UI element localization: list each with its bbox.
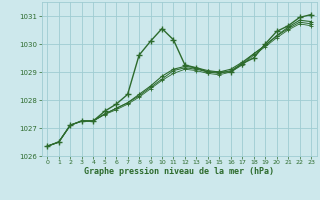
X-axis label: Graphe pression niveau de la mer (hPa): Graphe pression niveau de la mer (hPa) <box>84 167 274 176</box>
